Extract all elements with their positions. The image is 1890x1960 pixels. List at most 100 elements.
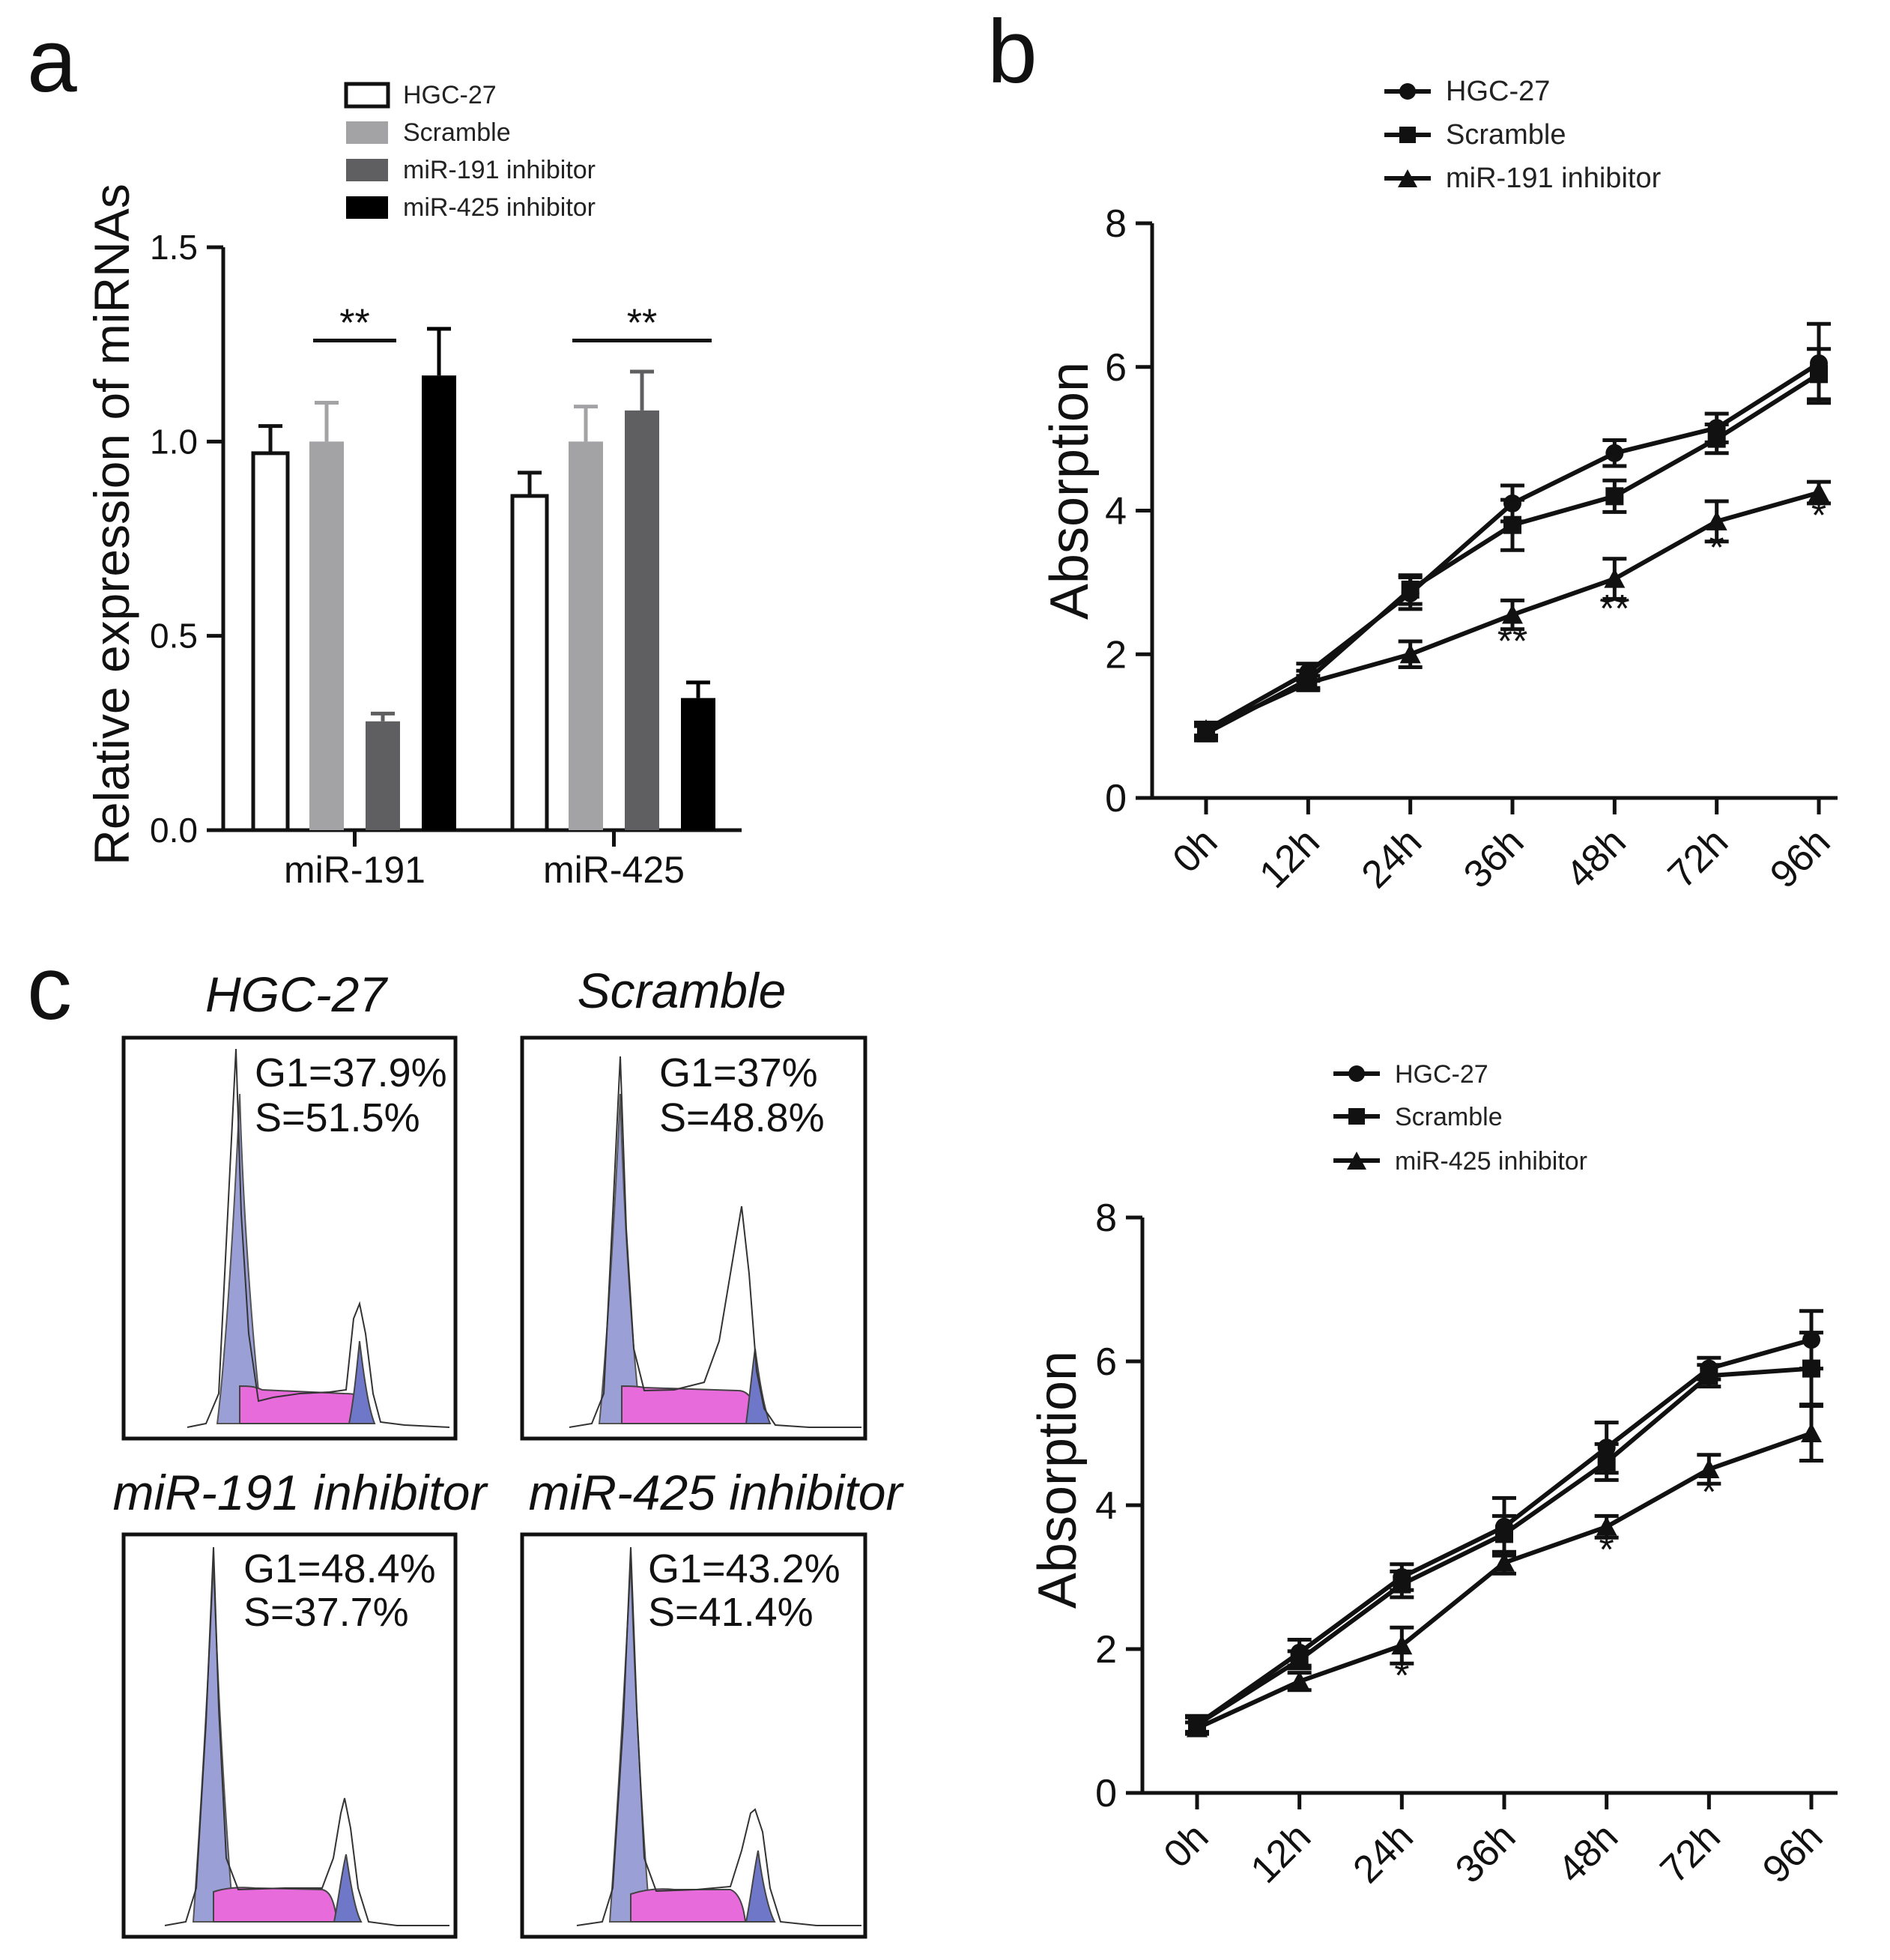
- cell-cycle-histograms: HGC-27 Scramble miR-191 inhibitor miR-42…: [113, 963, 905, 1939]
- y-tick-label: 8: [1105, 202, 1127, 246]
- y-tick-label: 4: [1095, 1484, 1117, 1528]
- x-tick-label: 12h: [1243, 1815, 1319, 1891]
- bar-mir-191-inhibitor-mir-425: [625, 410, 659, 830]
- y-tick-label: 6: [1105, 346, 1127, 390]
- legend-label-mir191-inhibitor: miR-191 inhibitor: [403, 156, 596, 184]
- x-tick-label: 36h: [1456, 820, 1532, 896]
- g1-percentage: G1=37.9%: [255, 1050, 447, 1095]
- x-tick-label: 48h: [1557, 820, 1634, 896]
- legend-swatch-scramble: [346, 121, 388, 144]
- legend-marker-circle: [1348, 1065, 1365, 1082]
- data-point-scramble-48h: [1597, 1453, 1616, 1471]
- line-chart-absorption-mir425: HGC-27 Scramble miR-425 inhibitor Absorp…: [1028, 1060, 1838, 1892]
- x-tick-label: 96h: [1754, 1815, 1831, 1891]
- data-point-mir-425-inhibitor-48h: [1596, 1516, 1617, 1536]
- legend-label-scramble: Scramble: [1446, 119, 1566, 151]
- data-point-hgc-27-48h: [1605, 444, 1624, 462]
- histogram-title-scramble: Scramble: [578, 963, 787, 1018]
- legend-swatch-mir425-inhibitor: [346, 196, 388, 219]
- data-point-mir-425-inhibitor-24h: [1391, 1635, 1413, 1655]
- data-point-scramble-12h: [1290, 1651, 1309, 1669]
- histogram-title-mir191-inhibitor: miR-191 inhibitor: [113, 1465, 489, 1520]
- significance-label: **: [1497, 620, 1527, 663]
- bar-mir-191-inhibitor-mir-191: [366, 721, 400, 830]
- data-point-scramble-48h: [1605, 487, 1624, 506]
- s-percentage: S=41.4%: [648, 1590, 814, 1635]
- x-tick-label: 24h: [1354, 820, 1430, 896]
- y-tick-label: 0.0: [150, 811, 198, 850]
- histogram-title-hgc27: HGC-27: [205, 967, 388, 1022]
- y-tick-label: 0.5: [150, 617, 198, 656]
- significance-label: **: [339, 301, 369, 345]
- series-line-mir-425-inhibitor: [1196, 1431, 1812, 1731]
- y-tick-label: 0: [1095, 1772, 1117, 1815]
- data-point-mir-425-inhibitor-96h: [1801, 1423, 1822, 1442]
- s-percentage: S=48.8%: [659, 1095, 825, 1140]
- s-phase-region: [630, 1888, 747, 1923]
- x-tick-label: 72h: [1660, 820, 1736, 896]
- histogram-frame: [520, 1035, 867, 1441]
- legend-label-hgc27: HGC-27: [1446, 76, 1550, 107]
- x-tick-label: 24h: [1345, 1815, 1421, 1891]
- bar-mir-425-inhibitor-mir-425: [681, 698, 715, 830]
- line-chart-absorption-mir191: HGC-27 Scramble miR-191 inhibitor Absorp…: [1040, 76, 1838, 897]
- histogram-frame: [121, 1035, 458, 1441]
- data-point-scramble-24h: [1393, 1575, 1411, 1594]
- data-point-mir-191-inhibitor-12h: [1297, 672, 1319, 692]
- data-point-scramble-36h: [1495, 1525, 1513, 1543]
- x-tick-label: 0h: [1165, 820, 1226, 881]
- y-tick-label: 6: [1095, 1340, 1117, 1384]
- g2-peak: [333, 1854, 363, 1923]
- significance-label: *: [1599, 1528, 1614, 1572]
- g2-peak: [348, 1340, 376, 1424]
- y-tick-label: 1.5: [150, 228, 198, 267]
- line-chart-legend-b: HGC-27 Scramble miR-191 inhibitor: [1384, 76, 1662, 194]
- legend-marker-circle: [1399, 83, 1416, 100]
- y-tick-label: 4: [1105, 490, 1127, 533]
- y-axis-title: Absorption: [1040, 362, 1100, 620]
- x-tick-label: 48h: [1550, 1815, 1626, 1891]
- s-phase-region: [621, 1385, 760, 1424]
- y-tick-label: 2: [1105, 633, 1127, 677]
- data-point-scramble-96h: [1802, 1359, 1820, 1378]
- s-percentage: S=51.5%: [255, 1095, 420, 1140]
- x-tick-label: 0h: [1156, 1815, 1217, 1876]
- bar-hgc-27-mir-425: [510, 494, 549, 832]
- histogram-mir425-inhibitor: G1=43.2% S=41.4%: [520, 1532, 867, 1939]
- histogram-frame: [121, 1532, 458, 1939]
- bar-hgc-27-mir-191: [251, 451, 290, 832]
- data-point-scramble-72h: [1700, 1367, 1718, 1385]
- g1-percentage: G1=43.2%: [648, 1546, 840, 1591]
- data-point-scramble-96h: [1810, 365, 1828, 384]
- histogram-mir191-inhibitor: G1=48.4% S=37.7%: [121, 1532, 458, 1939]
- data-point-mir-191-inhibitor-24h: [1399, 644, 1421, 664]
- legend-label-scramble: Scramble: [1395, 1103, 1503, 1131]
- legend-swatch-hgc27: [344, 82, 390, 109]
- data-point-mir-191-inhibitor-0h: [1196, 719, 1217, 739]
- y-tick-label: 2: [1095, 1628, 1117, 1672]
- legend-label-hgc27: HGC-27: [403, 81, 497, 109]
- histogram-hgc27: G1=37.9% S=51.5%: [121, 1035, 458, 1441]
- data-point-mir-425-inhibitor-0h: [1187, 1717, 1208, 1737]
- legend-label-mir191-inhibitor: miR-191 inhibitor: [1446, 163, 1662, 194]
- s-percentage: S=37.7%: [243, 1590, 409, 1635]
- histogram-trace: [569, 1056, 861, 1428]
- x-tick-label: 96h: [1762, 820, 1838, 896]
- y-tick-label: 8: [1095, 1197, 1117, 1240]
- s-phase-region: [213, 1887, 339, 1923]
- data-point-mir-191-inhibitor-96h: [1808, 482, 1829, 502]
- x-tick-label: 36h: [1447, 1815, 1524, 1891]
- y-tick-label: 1.0: [150, 422, 198, 461]
- data-point-scramble-36h: [1503, 515, 1521, 534]
- significance-label: **: [1599, 587, 1629, 631]
- x-tick-label: miR-191: [284, 849, 425, 891]
- histogram-title-mir425-inhibitor: miR-425 inhibitor: [529, 1465, 905, 1520]
- histogram-frame: [520, 1532, 867, 1939]
- x-tick-label: 12h: [1251, 820, 1327, 896]
- panel-letter-a: a: [27, 10, 77, 111]
- bar-chart-legend: HGC-27 Scramble miR-191 inhibitor miR-42…: [344, 81, 596, 222]
- data-point-scramble-24h: [1401, 580, 1420, 599]
- legend-label-mir425-inhibitor: miR-425 inhibitor: [1395, 1147, 1587, 1176]
- y-axis-title: Absorption: [1028, 1351, 1088, 1609]
- bar-scramble-mir-425: [569, 441, 603, 830]
